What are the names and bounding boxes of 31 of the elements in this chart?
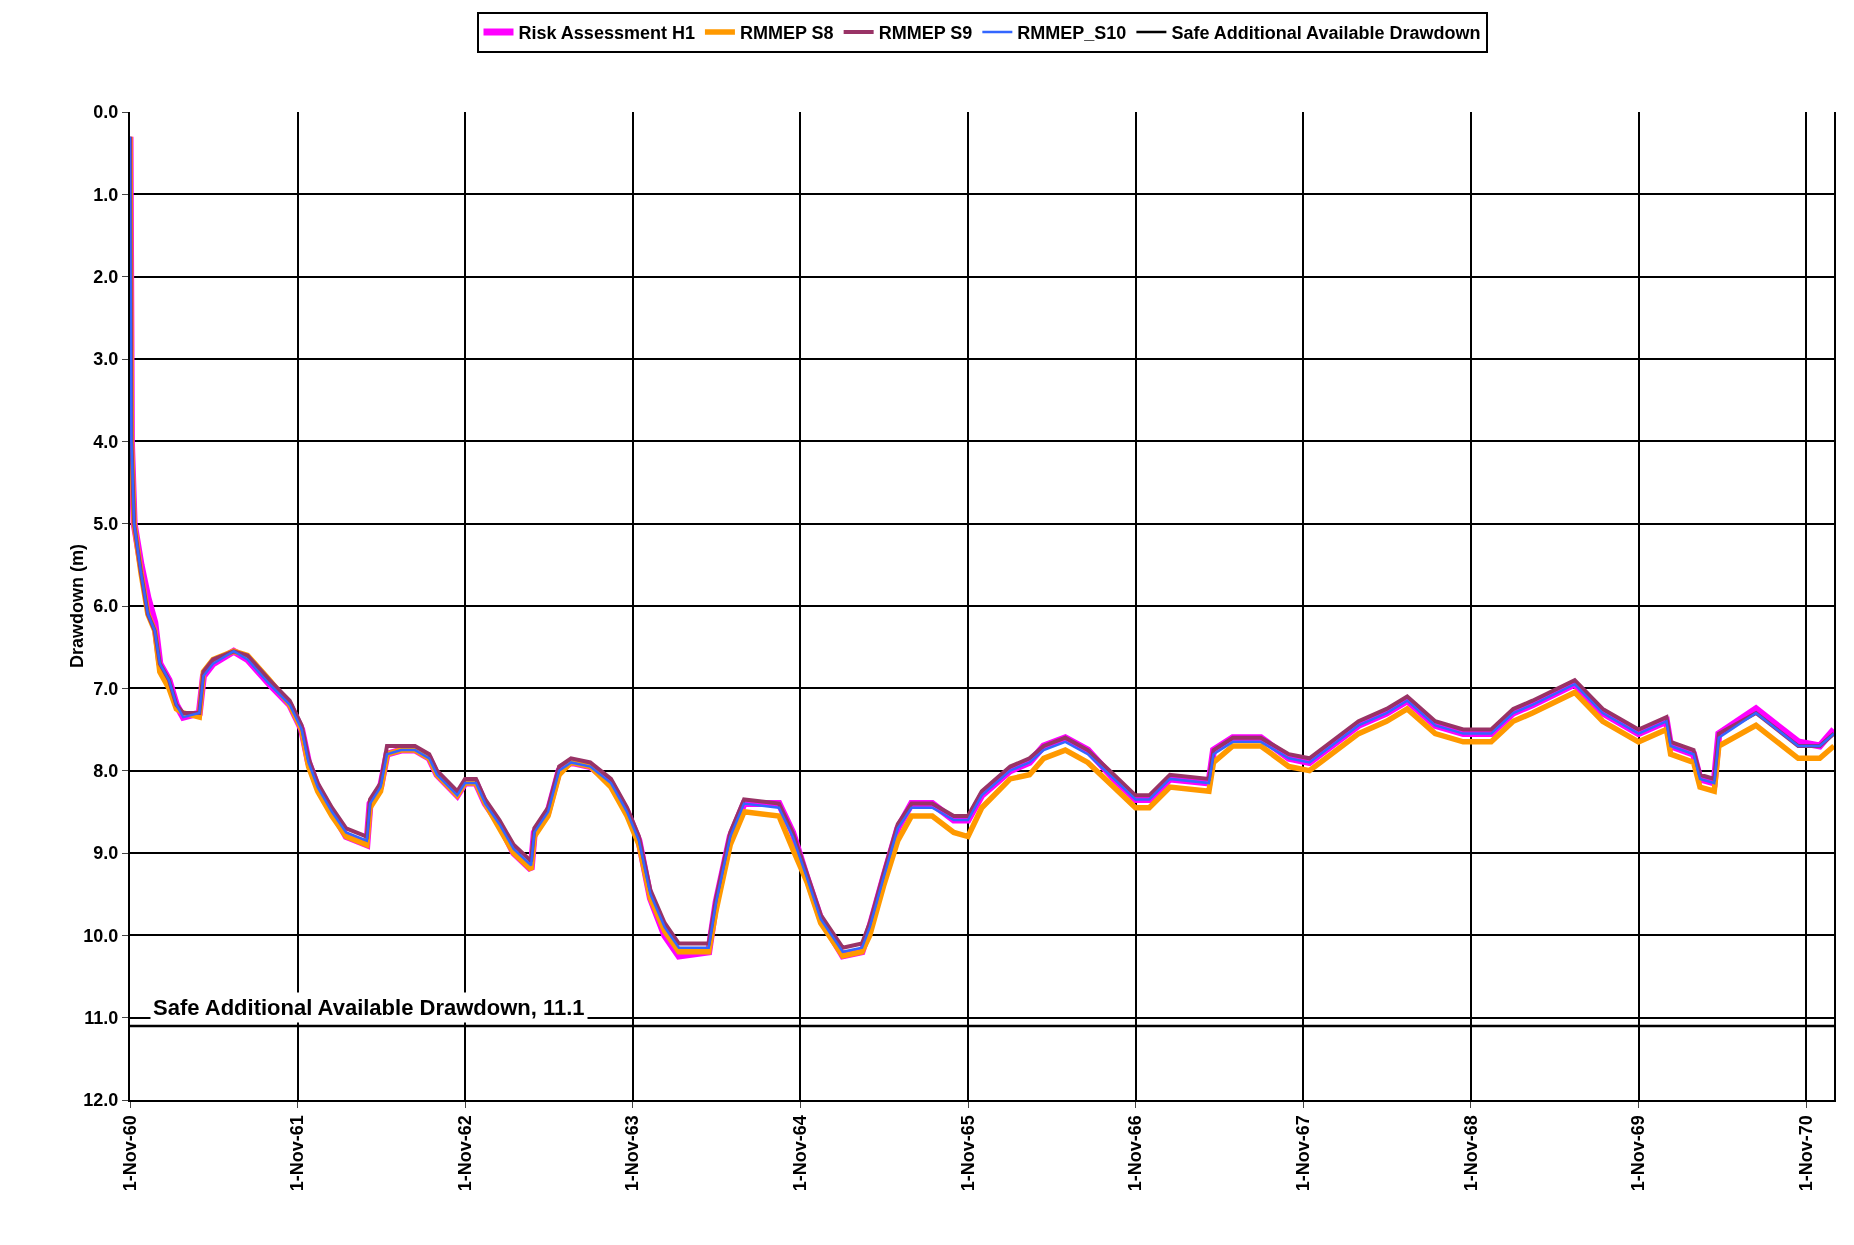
y-tick-label: 10.0 <box>83 925 119 946</box>
legend-label: Safe Additional Available Drawdown <box>1171 22 1481 43</box>
y-tick-label: 7.0 <box>93 678 119 699</box>
y-tick-label: 1.0 <box>93 184 119 205</box>
x-tick-label: 1-Nov-63 <box>622 1115 643 1192</box>
y-tick-label: 8.0 <box>93 760 119 781</box>
y-tick-label: 12.0 <box>83 1090 119 1111</box>
y-tick-label: 3.0 <box>93 349 119 370</box>
y-tick-label: 6.0 <box>93 596 119 617</box>
legend-label: RMMEP S9 <box>878 22 973 43</box>
x-tick-label: 1-Nov-70 <box>1795 1115 1816 1192</box>
legend-label: RMMEP_S10 <box>1017 22 1127 43</box>
x-tick-label: 1-Nov-69 <box>1628 1115 1649 1192</box>
y-axis-title: Drawdown (m) <box>67 544 87 668</box>
x-tick-label: 1-Nov-60 <box>119 1115 140 1192</box>
y-tick-label: 0.0 <box>93 102 119 123</box>
y-tick-label: 5.0 <box>93 513 119 534</box>
x-tick-label: 1-Nov-68 <box>1460 1115 1481 1192</box>
y-tick-label: 4.0 <box>93 431 119 452</box>
x-tick-label: 1-Nov-66 <box>1125 1115 1146 1192</box>
x-tick-label: 1-Nov-65 <box>957 1115 978 1192</box>
x-tick-label: 1-Nov-62 <box>454 1115 475 1192</box>
y-tick-label: 9.0 <box>93 843 119 864</box>
x-tick-label: 1-Nov-64 <box>790 1115 811 1192</box>
y-tick-label: 2.0 <box>93 266 119 287</box>
legend-label: Risk Assessment H1 <box>518 22 695 43</box>
y-tick-label: 11.0 <box>84 1007 119 1028</box>
x-tick-label: 1-Nov-67 <box>1292 1115 1313 1192</box>
annotation: Safe Additional Available Drawdown, 11.1 <box>153 995 585 1020</box>
x-tick-label: 1-Nov-61 <box>287 1115 308 1192</box>
legend-label: RMMEP S8 <box>739 22 834 43</box>
